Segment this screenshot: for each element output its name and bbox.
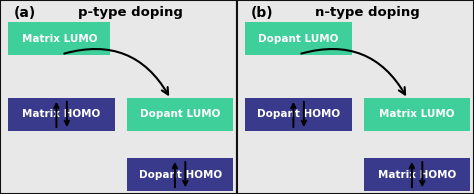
Text: n-type doping: n-type doping <box>315 6 419 19</box>
Text: p-type doping: p-type doping <box>78 6 183 19</box>
FancyBboxPatch shape <box>127 158 233 191</box>
FancyBboxPatch shape <box>8 98 115 131</box>
FancyBboxPatch shape <box>127 98 233 131</box>
FancyBboxPatch shape <box>364 98 470 131</box>
Text: (a): (a) <box>14 6 36 20</box>
FancyBboxPatch shape <box>246 22 352 55</box>
Text: Dopant LUMO: Dopant LUMO <box>140 109 220 120</box>
Text: Dopant HOMO: Dopant HOMO <box>138 170 222 180</box>
Text: Dopant HOMO: Dopant HOMO <box>257 109 340 120</box>
Text: Matrix HOMO: Matrix HOMO <box>22 109 101 120</box>
Text: Dopant LUMO: Dopant LUMO <box>258 34 339 44</box>
Text: Matrix LUMO: Matrix LUMO <box>21 34 97 44</box>
FancyBboxPatch shape <box>8 22 110 55</box>
Text: Matrix LUMO: Matrix LUMO <box>379 109 455 120</box>
FancyBboxPatch shape <box>364 158 470 191</box>
FancyBboxPatch shape <box>246 98 352 131</box>
Text: Matrix HOMO: Matrix HOMO <box>378 170 456 180</box>
Text: (b): (b) <box>251 6 274 20</box>
